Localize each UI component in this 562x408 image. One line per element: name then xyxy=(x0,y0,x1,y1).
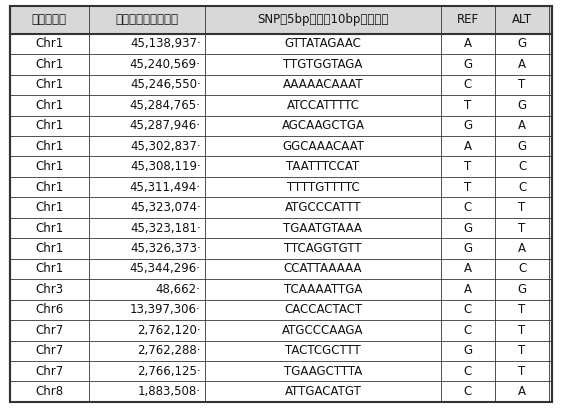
Text: G: G xyxy=(518,283,527,296)
Text: AAAAACAAAT: AAAAACAAAT xyxy=(283,78,363,91)
Text: C: C xyxy=(464,365,472,378)
Text: Chr1: Chr1 xyxy=(35,119,64,132)
Text: Chr1: Chr1 xyxy=(35,58,64,71)
Text: G: G xyxy=(463,222,473,235)
Bar xyxy=(10,6,552,34)
Text: ATGCCCATTT: ATGCCCATTT xyxy=(285,201,361,214)
Text: 45,284,765·: 45,284,765· xyxy=(130,99,201,112)
Text: G: G xyxy=(463,242,473,255)
Text: TAATTTCCAT: TAATTTCCAT xyxy=(287,160,360,173)
Text: 45,287,946·: 45,287,946· xyxy=(130,119,201,132)
Text: ATTGACATGT: ATTGACATGT xyxy=(284,385,361,398)
Text: T: T xyxy=(519,201,525,214)
Text: Chr7: Chr7 xyxy=(35,344,64,357)
Text: C: C xyxy=(518,262,526,275)
Text: 45,138,937·: 45,138,937· xyxy=(130,38,201,51)
Text: G: G xyxy=(463,119,473,132)
Text: 染色体位置: 染色体位置 xyxy=(32,13,67,27)
Text: CACCACTACT: CACCACTACT xyxy=(284,303,362,316)
Text: TCAAAATTGA: TCAAAATTGA xyxy=(284,283,362,296)
Text: C: C xyxy=(464,303,472,316)
Text: T: T xyxy=(519,78,525,91)
Text: TTGTGGTAGA: TTGTGGTAGA xyxy=(283,58,362,71)
Text: T: T xyxy=(464,99,472,112)
Text: 45,240,569·: 45,240,569· xyxy=(130,58,201,71)
Text: 2,762,288·: 2,762,288· xyxy=(137,344,201,357)
Text: Chr1: Chr1 xyxy=(35,160,64,173)
Text: 48,662·: 48,662· xyxy=(156,283,201,296)
Text: C: C xyxy=(464,385,472,398)
Text: G: G xyxy=(518,99,527,112)
Text: 45,302,837·: 45,302,837· xyxy=(130,140,201,153)
Text: Chr1: Chr1 xyxy=(35,38,64,51)
Text: TTCAGGTGTT: TTCAGGTGTT xyxy=(284,242,362,255)
Text: T: T xyxy=(519,365,525,378)
Text: 2,766,125·: 2,766,125· xyxy=(137,365,201,378)
Text: T: T xyxy=(519,222,525,235)
Text: 位于染色体上的位置: 位于染色体上的位置 xyxy=(115,13,178,27)
Text: Chr1: Chr1 xyxy=(35,262,64,275)
Text: Chr1: Chr1 xyxy=(35,140,64,153)
Text: A: A xyxy=(518,119,526,132)
Text: A: A xyxy=(518,58,526,71)
Text: A: A xyxy=(518,385,526,398)
Text: 45,246,550·: 45,246,550· xyxy=(130,78,201,91)
Text: ATCCATTTTC: ATCCATTTTC xyxy=(287,99,360,112)
Text: Chr8: Chr8 xyxy=(35,385,64,398)
Text: 45,308,119·: 45,308,119· xyxy=(130,160,201,173)
Text: A: A xyxy=(518,242,526,255)
Text: A: A xyxy=(464,38,472,51)
Text: G: G xyxy=(518,140,527,153)
Text: TTTTGTTTTC: TTTTGTTTTC xyxy=(287,181,359,194)
Text: Chr7: Chr7 xyxy=(35,324,64,337)
Text: T: T xyxy=(519,303,525,316)
Text: Chr6: Chr6 xyxy=(35,303,64,316)
Text: AGCAAGCTGA: AGCAAGCTGA xyxy=(282,119,365,132)
Text: T: T xyxy=(464,160,472,173)
Text: C: C xyxy=(464,78,472,91)
Text: Chr1: Chr1 xyxy=(35,201,64,214)
Text: ALT: ALT xyxy=(512,13,532,27)
Text: TGAAGCTTTA: TGAAGCTTTA xyxy=(284,365,362,378)
Text: G: G xyxy=(518,38,527,51)
Text: SNP前5bp起始全10bp熈基序列: SNP前5bp起始全10bp熈基序列 xyxy=(257,13,389,27)
Text: Chr7: Chr7 xyxy=(35,365,64,378)
Text: T: T xyxy=(464,181,472,194)
Text: C: C xyxy=(518,160,526,173)
Text: REF: REF xyxy=(457,13,479,27)
Text: 45,311,494·: 45,311,494· xyxy=(130,181,201,194)
Text: GGCAAACAAT: GGCAAACAAT xyxy=(282,140,364,153)
Text: 45,344,296·: 45,344,296· xyxy=(130,262,201,275)
Text: 45,323,181·: 45,323,181· xyxy=(130,222,201,235)
Text: G: G xyxy=(463,344,473,357)
Text: Chr1: Chr1 xyxy=(35,242,64,255)
Text: 45,326,373·: 45,326,373· xyxy=(130,242,201,255)
Text: 1,883,508·: 1,883,508· xyxy=(138,385,201,398)
Text: 45,323,074·: 45,323,074· xyxy=(130,201,201,214)
Text: 13,397,306·: 13,397,306· xyxy=(130,303,201,316)
Text: G: G xyxy=(463,58,473,71)
Text: C: C xyxy=(464,201,472,214)
Text: A: A xyxy=(464,262,472,275)
Text: T: T xyxy=(519,324,525,337)
Text: Chr1: Chr1 xyxy=(35,222,64,235)
Text: ATGCCCAAGA: ATGCCCAAGA xyxy=(282,324,364,337)
Text: CCATTAAAAA: CCATTAAAAA xyxy=(284,262,362,275)
Text: 2,762,120·: 2,762,120· xyxy=(137,324,201,337)
Text: Chr1: Chr1 xyxy=(35,181,64,194)
Text: Chr1: Chr1 xyxy=(35,99,64,112)
Text: A: A xyxy=(464,140,472,153)
Text: TGAATGTAAA: TGAATGTAAA xyxy=(283,222,362,235)
Text: Chr3: Chr3 xyxy=(35,283,64,296)
Text: GTTATAGAAC: GTTATAGAAC xyxy=(284,38,361,51)
Text: TACTCGCTTT: TACTCGCTTT xyxy=(285,344,361,357)
Text: T: T xyxy=(519,344,525,357)
Text: A: A xyxy=(464,283,472,296)
Text: C: C xyxy=(464,324,472,337)
Text: C: C xyxy=(518,181,526,194)
Text: Chr1: Chr1 xyxy=(35,78,64,91)
